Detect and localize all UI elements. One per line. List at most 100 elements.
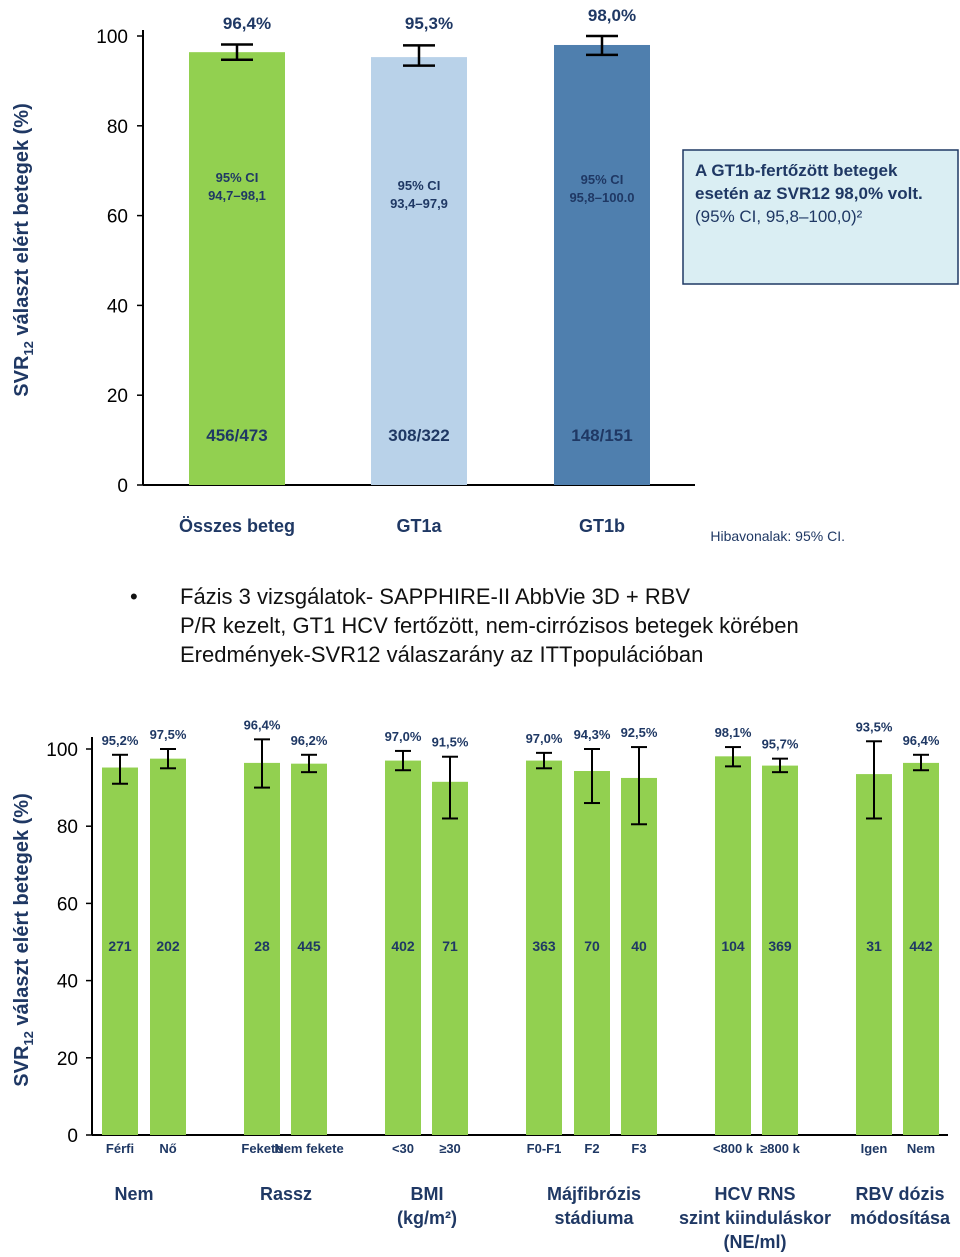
- bar: [432, 781, 468, 1135]
- group-label: BMI (kg/m²): [397, 1184, 457, 1228]
- bullet-line-1: Fázis 3 vizsgálatok- SAPPHIRE-II AbbVie …: [180, 584, 691, 609]
- y-tick-label: 100: [46, 740, 78, 761]
- y-tick-label: 80: [107, 117, 128, 138]
- y-tick-label: 40: [107, 296, 128, 317]
- group-label-line: BMI: [411, 1184, 444, 1204]
- count-label: 308/322: [388, 426, 449, 445]
- callout-line3: (95% CI, 95,8–100,0)²: [695, 207, 863, 226]
- group-label: HCV RNS szint kiinduláskor (NE/ml): [679, 1184, 831, 1252]
- value-label: 93,5%: [856, 719, 893, 734]
- error-bar-footnote: Hibavonalak: 95% CI.: [710, 528, 845, 544]
- value-label: 96,2%: [291, 733, 328, 748]
- bars: [189, 34, 650, 486]
- category-label: <30: [392, 1141, 414, 1156]
- y-axis-label-main: SVR: [11, 1045, 33, 1087]
- n-label: 70: [584, 938, 600, 954]
- bar: [189, 52, 285, 485]
- bar: [762, 765, 798, 1135]
- bar: [244, 762, 280, 1135]
- category-label: Fekete: [241, 1141, 282, 1156]
- n-label: 40: [631, 938, 647, 954]
- category-label: GT1a: [396, 516, 442, 536]
- bar: [102, 767, 138, 1135]
- n-label: 31: [866, 938, 882, 954]
- bar: [371, 57, 467, 486]
- bar: [385, 760, 421, 1135]
- y-axis-label-subscript: 12: [21, 1031, 36, 1045]
- value-label: 92,5%: [621, 725, 658, 740]
- labels: 95,2% 271 Férfi 97,5% 202 Nő 96,4% 28 Fekete 96,2…: [102, 717, 940, 1156]
- svg-text:SVR12 választ elért betegek (%: SVR12 választ elért betegek (%): [11, 103, 36, 396]
- svg-text:SVR12 választ elért betegek (%: SVR12 választ elért betegek (%): [11, 793, 36, 1086]
- group-label: Rassz: [260, 1184, 312, 1204]
- callout-background: [682, 149, 959, 285]
- ci-label-range: 95,8–100.0: [569, 190, 634, 205]
- group-labels: Nem Rassz BMI (kg/m²) Májfibrózis stádiuma HCV…: [114, 1184, 951, 1252]
- y-tick-label: 20: [107, 386, 128, 407]
- bullet-line-2: P/R kezelt, GT1 HCV fertőzött, nem-cirró…: [180, 613, 799, 638]
- n-label: 445: [297, 938, 321, 954]
- category-label: Nem fekete: [274, 1141, 343, 1156]
- category-label: <800 k: [713, 1141, 754, 1156]
- bullet-symbol: •: [130, 584, 138, 609]
- bullet-line-3: Eredmények-SVR12 válaszarány az ITTpopul…: [180, 642, 704, 667]
- bar: [150, 758, 186, 1135]
- n-label: 402: [391, 938, 415, 954]
- y-axis-label: SVR12 választ elért betegek (%): [11, 793, 36, 1086]
- value-label: 96,4%: [903, 733, 940, 748]
- y-tick-label: 100: [96, 27, 128, 48]
- bar: [715, 756, 751, 1135]
- group-label-line: Májfibrózis: [547, 1184, 641, 1204]
- bar: [621, 777, 657, 1135]
- category-label: F0-F1: [527, 1141, 562, 1156]
- group-label-line: Rassz: [260, 1184, 312, 1204]
- bar: [526, 760, 562, 1135]
- y-tick-label: 0: [117, 476, 128, 497]
- value-label: 97,0%: [526, 731, 563, 746]
- group-label-line: stádiuma: [554, 1208, 634, 1228]
- ci-label-range: 94,7–98,1: [208, 188, 266, 203]
- group-label: RBV dózis módosítása: [850, 1184, 951, 1228]
- value-label: 91,5%: [432, 735, 469, 750]
- ci-label-head: 95% CI: [398, 178, 441, 193]
- value-label: 94,3%: [574, 727, 611, 742]
- value-label: 95,7%: [762, 737, 799, 752]
- y-tick-label: 60: [57, 894, 78, 915]
- category-label: Összes beteg: [179, 516, 295, 536]
- y-tick-label: 60: [107, 207, 128, 228]
- value-label: 98,1%: [715, 725, 752, 740]
- value-label: 96,4%: [244, 717, 281, 732]
- group-label-line: módosítása: [850, 1208, 951, 1228]
- y-tick-label: 80: [57, 817, 78, 838]
- n-label: 442: [909, 938, 933, 954]
- group-label-line: RBV dózis: [855, 1184, 944, 1204]
- value-label: 95,2%: [102, 733, 139, 748]
- bullet-text: Fázis 3 vizsgálatok- SAPPHIRE-II AbbVie …: [180, 582, 950, 669]
- value-label: 96,4%: [223, 14, 271, 33]
- bar: [856, 774, 892, 1135]
- category-label: Nem: [907, 1141, 935, 1156]
- category-label: Nő: [159, 1141, 176, 1156]
- group-label-line: Nem: [114, 1184, 153, 1204]
- bar: [291, 763, 327, 1135]
- labels: 96,4% 95% CI 94,7–98,1 456/473 Összes beteg 9…: [179, 6, 636, 536]
- group-label-line: HCV RNS: [714, 1184, 795, 1204]
- category-label: Igen: [861, 1141, 888, 1156]
- ci-label-head: 95% CI: [216, 170, 259, 185]
- count-label: 456/473: [206, 426, 267, 445]
- y-tick-label: 0: [67, 1126, 78, 1147]
- bar: [903, 762, 939, 1135]
- category-label: ≥30: [439, 1141, 461, 1156]
- callout-box: A GT1b-fertőzött betegek esetén az SVR12…: [682, 149, 959, 285]
- y-axis-label-rest: választ elért betegek (%): [11, 793, 33, 1031]
- n-label: 271: [108, 938, 132, 954]
- y-tick-label: 20: [57, 1049, 78, 1070]
- value-label: 97,5%: [150, 727, 187, 742]
- svr12-subgroup-chart: SVR12 választ elért betegek (%) 0 20 40 60 8…: [11, 717, 951, 1252]
- n-label: 363: [532, 938, 556, 954]
- count-label: 148/151: [571, 426, 632, 445]
- category-label: ≥800 k: [760, 1141, 800, 1156]
- y-axis-label: SVR12 választ elért betegek (%): [11, 103, 36, 396]
- ci-label-range: 93,4–97,9: [390, 196, 448, 211]
- y-axis-label-rest: választ elért betegek (%): [11, 103, 33, 341]
